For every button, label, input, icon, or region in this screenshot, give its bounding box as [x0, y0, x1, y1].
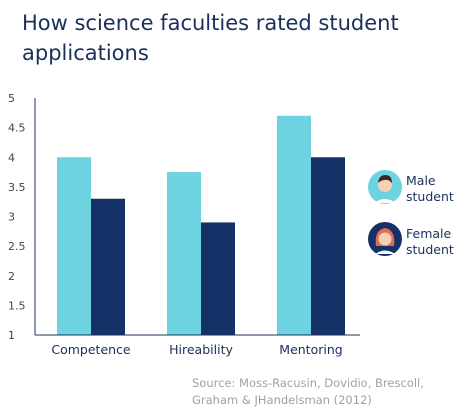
chart-title: How science faculties rated student appl…: [22, 11, 399, 65]
male-avatar-shoulders: [374, 199, 396, 203]
y-tick-label: 5: [8, 92, 15, 105]
x-category-label: Hireability: [169, 342, 233, 357]
bar-female-hireability: [201, 222, 235, 335]
legend: Male student Female student: [368, 170, 454, 257]
y-tick-label: 3.5: [8, 181, 26, 194]
female-avatar-shoulders: [375, 250, 395, 254]
legend-female-label-line1: Female: [406, 226, 452, 241]
male-avatar-hair: [378, 175, 392, 183]
y-tick-label: 2: [8, 270, 15, 283]
bar-female-mentoring: [311, 157, 345, 335]
x-category-label: Mentoring: [279, 342, 342, 357]
legend-male-label-line1: Male: [406, 173, 436, 188]
bar-female-competence: [91, 198, 125, 335]
legend-male-label-line2: student: [406, 189, 454, 204]
x-category-label: Competence: [51, 342, 131, 357]
male-avatar-face: [378, 178, 392, 192]
legend-male: Male student: [368, 170, 454, 204]
bar-male-hireability: [167, 172, 201, 335]
bar-male-mentoring: [277, 115, 311, 336]
legend-female: Female student: [368, 222, 454, 257]
y-tick-label: 3: [8, 211, 15, 224]
x-axis-labels: Competence Hireability Mentoring: [51, 342, 342, 357]
y-tick-label: 1.5: [8, 299, 26, 312]
legend-female-label-line2: student: [406, 242, 454, 257]
y-tick-label: 4.5: [8, 122, 26, 135]
y-tick-label: 2.5: [8, 240, 26, 253]
bars: [57, 115, 345, 336]
female-avatar-face: [378, 232, 392, 246]
y-tick-label: 1: [8, 329, 15, 342]
source-note: Source: Moss-Racusin, Dovidio, Brescoll,…: [192, 376, 424, 407]
y-axis-ticks: 1 1.5 2 2.5 3 3.5 4 4.5 5: [8, 92, 26, 342]
y-tick-label: 4: [8, 151, 15, 164]
bar-male-competence: [57, 157, 91, 335]
